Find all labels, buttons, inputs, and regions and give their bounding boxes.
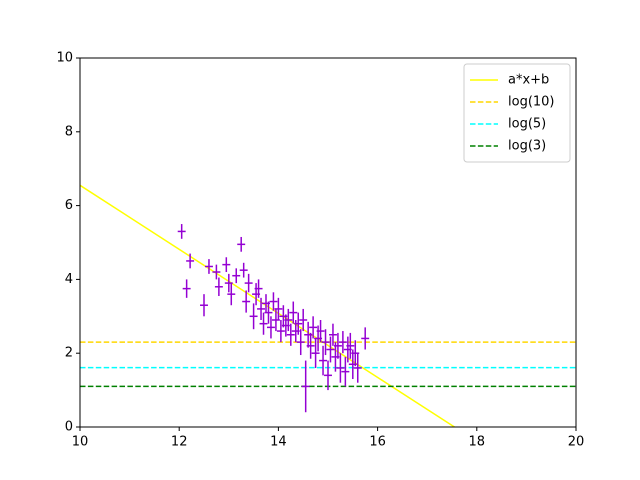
legend-box xyxy=(463,63,571,163)
legend-label: a*x+b xyxy=(508,73,549,88)
y-tick-label: 4 xyxy=(65,272,73,287)
y-tick-label: 2 xyxy=(65,346,73,361)
y-tick-label: 10 xyxy=(56,51,73,66)
x-tick-label: 18 xyxy=(469,435,486,450)
y-tick-label: 0 xyxy=(65,420,73,435)
y-tick-label: 8 xyxy=(65,124,73,139)
legend-label: log(3) xyxy=(508,139,546,154)
x-tick-label: 12 xyxy=(171,435,188,450)
axes-frame xyxy=(79,57,577,428)
x-tick-label: 16 xyxy=(369,435,386,450)
plot-area xyxy=(80,184,576,427)
legend-label: log(5) xyxy=(508,117,546,132)
x-tick-label: 10 xyxy=(72,435,89,450)
x-tick-label: 20 xyxy=(568,435,585,450)
legend-label: log(10) xyxy=(508,95,555,110)
x-tick-label: 14 xyxy=(270,435,287,450)
y-tick-label: 6 xyxy=(65,198,73,213)
